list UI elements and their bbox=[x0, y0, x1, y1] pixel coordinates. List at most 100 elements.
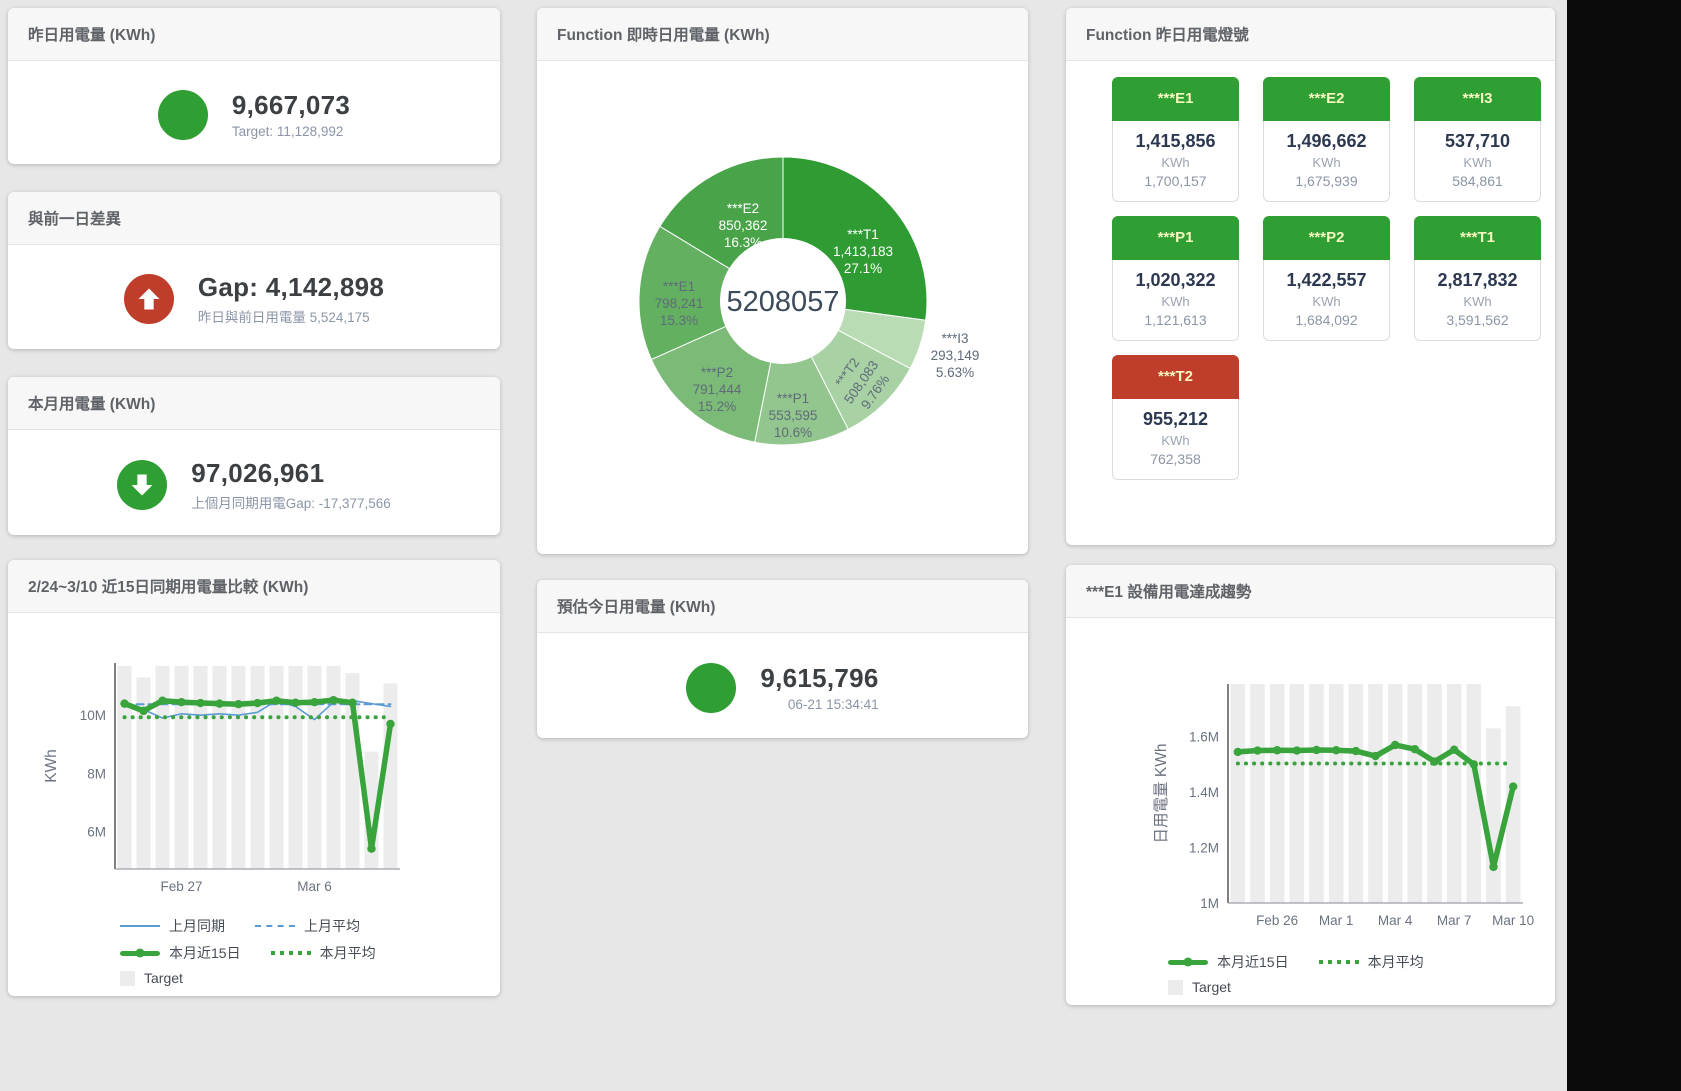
light-tile: ***E2 1,496,662 KWh 1,675,939 bbox=[1263, 77, 1390, 202]
legend-item[interactable]: Target bbox=[120, 970, 183, 986]
card-header: 本月用電量 (KWh) bbox=[8, 377, 500, 430]
light-tile-unit: KWh bbox=[1463, 155, 1492, 170]
light-tile-body: 1,020,322 KWh 1,121,613 bbox=[1112, 260, 1239, 341]
trend-chart-plot: 1M 1.2M 1.4M 1.6M Feb 26 Mar 1 Mar 4 Mar 7 Mar 1… bbox=[1153, 684, 1534, 928]
svg-text:10M: 10M bbox=[80, 708, 106, 723]
light-tile-unit: KWh bbox=[1161, 155, 1190, 170]
light-tile-value: 1,020,322 bbox=[1135, 270, 1216, 290]
light-tile-value: 537,710 bbox=[1444, 131, 1511, 151]
legend-swatch-icon bbox=[120, 925, 160, 927]
legend-label: 本月平均 bbox=[1367, 954, 1424, 970]
card-body: Gap: 4,142,898 昨日與前日用電量 5,524,175 bbox=[8, 245, 500, 349]
donut-slice bbox=[638, 225, 784, 361]
light-tile-label: ***T1 bbox=[1414, 216, 1541, 260]
legend-label: 本月平均 bbox=[319, 945, 376, 961]
card-body: 9,667,073 Target: 11,128,992 bbox=[8, 61, 500, 164]
legend-label: Target bbox=[1192, 979, 1231, 995]
card-title: Function 昨日用電燈號 bbox=[1086, 27, 1249, 44]
card-header: 昨日用電量 (KWh) bbox=[8, 8, 500, 61]
donut-slice-label: ***E2 850,362 16.3% bbox=[718, 201, 767, 250]
light-tile-target: 584,861 bbox=[1452, 173, 1503, 189]
arrow-down-icon bbox=[117, 459, 168, 510]
legend-label: 本月近15日 bbox=[169, 945, 241, 961]
legend-item[interactable]: 本月平均 bbox=[1318, 952, 1424, 972]
light-tile-body: 955,212 KWh 762,358 bbox=[1112, 399, 1239, 480]
donut-slice-label: ***E1 798,241 15.3% bbox=[654, 279, 703, 328]
legend-item[interactable]: 本月平均 bbox=[270, 943, 376, 963]
card-yesterday-usage: 昨日用電量 (KWh) 9,667,073 Target: 11,128,992 bbox=[8, 8, 500, 164]
light-tile-value: 2,817,832 bbox=[1437, 270, 1518, 290]
light-tile-unit: KWh bbox=[1161, 433, 1190, 448]
card-title: 預估今日用電量 (KWh) bbox=[557, 599, 716, 616]
donut-chart: ***T1 1,413,183 27.1%***I3 293,149 5.63%***T… bbox=[638, 156, 979, 446]
card-title: Function 即時日用電量 (KWh) bbox=[557, 27, 770, 44]
light-tile-value: 1,422,557 bbox=[1286, 270, 1367, 290]
light-tile-label: ***T2 bbox=[1112, 355, 1239, 399]
legend-item[interactable]: 上月平均 bbox=[255, 916, 360, 936]
status-circle-icon bbox=[157, 89, 208, 140]
card-title: ***E1 設備用電達成趨勢 bbox=[1086, 584, 1252, 601]
compare-chart-legend: 上月同期 上月平均本月近15日 本月平均 Target bbox=[20, 909, 500, 986]
svg-text:1.2M: 1.2M bbox=[1189, 841, 1219, 856]
light-tile-target: 1,675,939 bbox=[1295, 173, 1358, 189]
card-body: 9,615,796 06-21 15:34:41 bbox=[537, 633, 1028, 738]
light-tiles-grid: ***E1 1,415,856 KWh 1,700,157 ***E2 1,496,662… bbox=[1112, 77, 1541, 480]
legend-item[interactable]: 本月近15日 bbox=[120, 943, 241, 963]
light-tile-unit: KWh bbox=[1312, 294, 1341, 309]
stat-timestamp: 06-21 15:34:41 bbox=[787, 697, 879, 712]
light-tile: ***E1 1,415,856 KWh 1,700,157 bbox=[1112, 77, 1239, 202]
legend-label: 上月平均 bbox=[304, 918, 360, 934]
light-tile-body: 1,422,557 KWh 1,684,092 bbox=[1263, 260, 1390, 341]
stat-subtitle: 昨日與前日用電量 5,524,175 bbox=[197, 310, 370, 325]
legend-swatch-icon bbox=[120, 948, 160, 958]
light-tile-value: 1,415,856 bbox=[1135, 131, 1216, 151]
legend-item[interactable]: 上月同期 bbox=[120, 916, 225, 936]
svg-text:Mar 10: Mar 10 bbox=[1492, 913, 1534, 928]
card-header: Function 昨日用電燈號 bbox=[1066, 8, 1555, 61]
card-header: 與前一日差異 bbox=[8, 192, 500, 245]
donut-slice-label: ***P2 791,444 15.2% bbox=[692, 365, 741, 414]
legend-item[interactable]: Target bbox=[1168, 979, 1231, 995]
svg-text:日用電量 KWh: 日用電量 KWh bbox=[1153, 744, 1170, 844]
panel-yesterday-lights: Function 昨日用電燈號 ***E1 1,415,856 KWh 1,700,1… bbox=[1066, 8, 1555, 545]
legend-item[interactable]: 本月近15日 bbox=[1168, 952, 1289, 972]
card-month-usage: 本月用電量 (KWh) 97,026,961 上個月同期用電Gap: -17,3… bbox=[8, 377, 500, 535]
donut-slice-label: ***P1 553,595 10.6% bbox=[768, 391, 817, 440]
light-tile-target: 1,121,613 bbox=[1144, 312, 1207, 328]
card-today-estimate: 預估今日用電量 (KWh) 9,615,796 06-21 15:34:41 bbox=[537, 580, 1028, 738]
legend-row: Target bbox=[1168, 979, 1555, 995]
arrow-up-icon bbox=[123, 274, 174, 324]
svg-text:Mar 1: Mar 1 bbox=[1319, 913, 1354, 928]
card-header: 預估今日用電量 (KWh) bbox=[537, 580, 1028, 633]
light-tile: ***P1 1,020,322 KWh 1,121,613 bbox=[1112, 216, 1239, 341]
legend-label: 本月近15日 bbox=[1217, 954, 1289, 970]
donut-slice-label: ***T1 1,413,183 27.1% bbox=[832, 227, 892, 276]
light-tile: ***I3 537,710 KWh 584,861 bbox=[1414, 77, 1541, 202]
compare-chart: 6M 8M 10M Feb 27 Mar 6 KWh 上月同期 上月平均 本月近15日 本月平均… bbox=[8, 613, 500, 996]
right-edge-strip bbox=[1567, 0, 1681, 1091]
card-title: 昨日用電量 (KWh) bbox=[28, 27, 156, 44]
light-tile-unit: KWh bbox=[1161, 294, 1190, 309]
status-circle-icon bbox=[686, 662, 737, 713]
stat-value: 9,667,073 bbox=[231, 90, 351, 120]
light-tile-body: 2,817,832 KWh 3,591,562 bbox=[1414, 260, 1541, 341]
light-tile-body: 1,496,662 KWh 1,675,939 bbox=[1263, 121, 1390, 202]
light-tile-label: ***I3 bbox=[1414, 77, 1541, 121]
trend-chart: 1M 1.2M 1.4M 1.6M Feb 26 Mar 1 Mar 4 Mar 7 Mar 1… bbox=[1066, 618, 1555, 1005]
legend-row: Target bbox=[120, 970, 500, 986]
light-tile-value: 955,212 bbox=[1142, 409, 1209, 429]
light-tile-label: ***P2 bbox=[1263, 216, 1390, 260]
light-tile-body: 1,415,856 KWh 1,700,157 bbox=[1112, 121, 1239, 202]
card-day-gap: 與前一日差異 Gap: 4,142,898 昨日與前日用電量 5,524,175 bbox=[8, 192, 500, 349]
light-tile-target: 1,684,092 bbox=[1295, 312, 1358, 328]
svg-text:Mar 7: Mar 7 bbox=[1437, 913, 1472, 928]
legend-swatch-icon bbox=[1168, 957, 1208, 967]
legend-swatch-icon bbox=[1318, 960, 1359, 964]
light-tile-label: ***E1 bbox=[1112, 77, 1239, 121]
stat-value: 9,615,796 bbox=[760, 663, 879, 693]
legend-label: 上月同期 bbox=[169, 918, 225, 934]
svg-text:1.4M: 1.4M bbox=[1189, 785, 1219, 800]
light-tile-target: 762,358 bbox=[1150, 451, 1201, 467]
svg-text:Feb 27: Feb 27 bbox=[160, 879, 202, 894]
card-header: 2/24~3/10 近15日同期用電量比較 (KWh) bbox=[8, 560, 500, 613]
